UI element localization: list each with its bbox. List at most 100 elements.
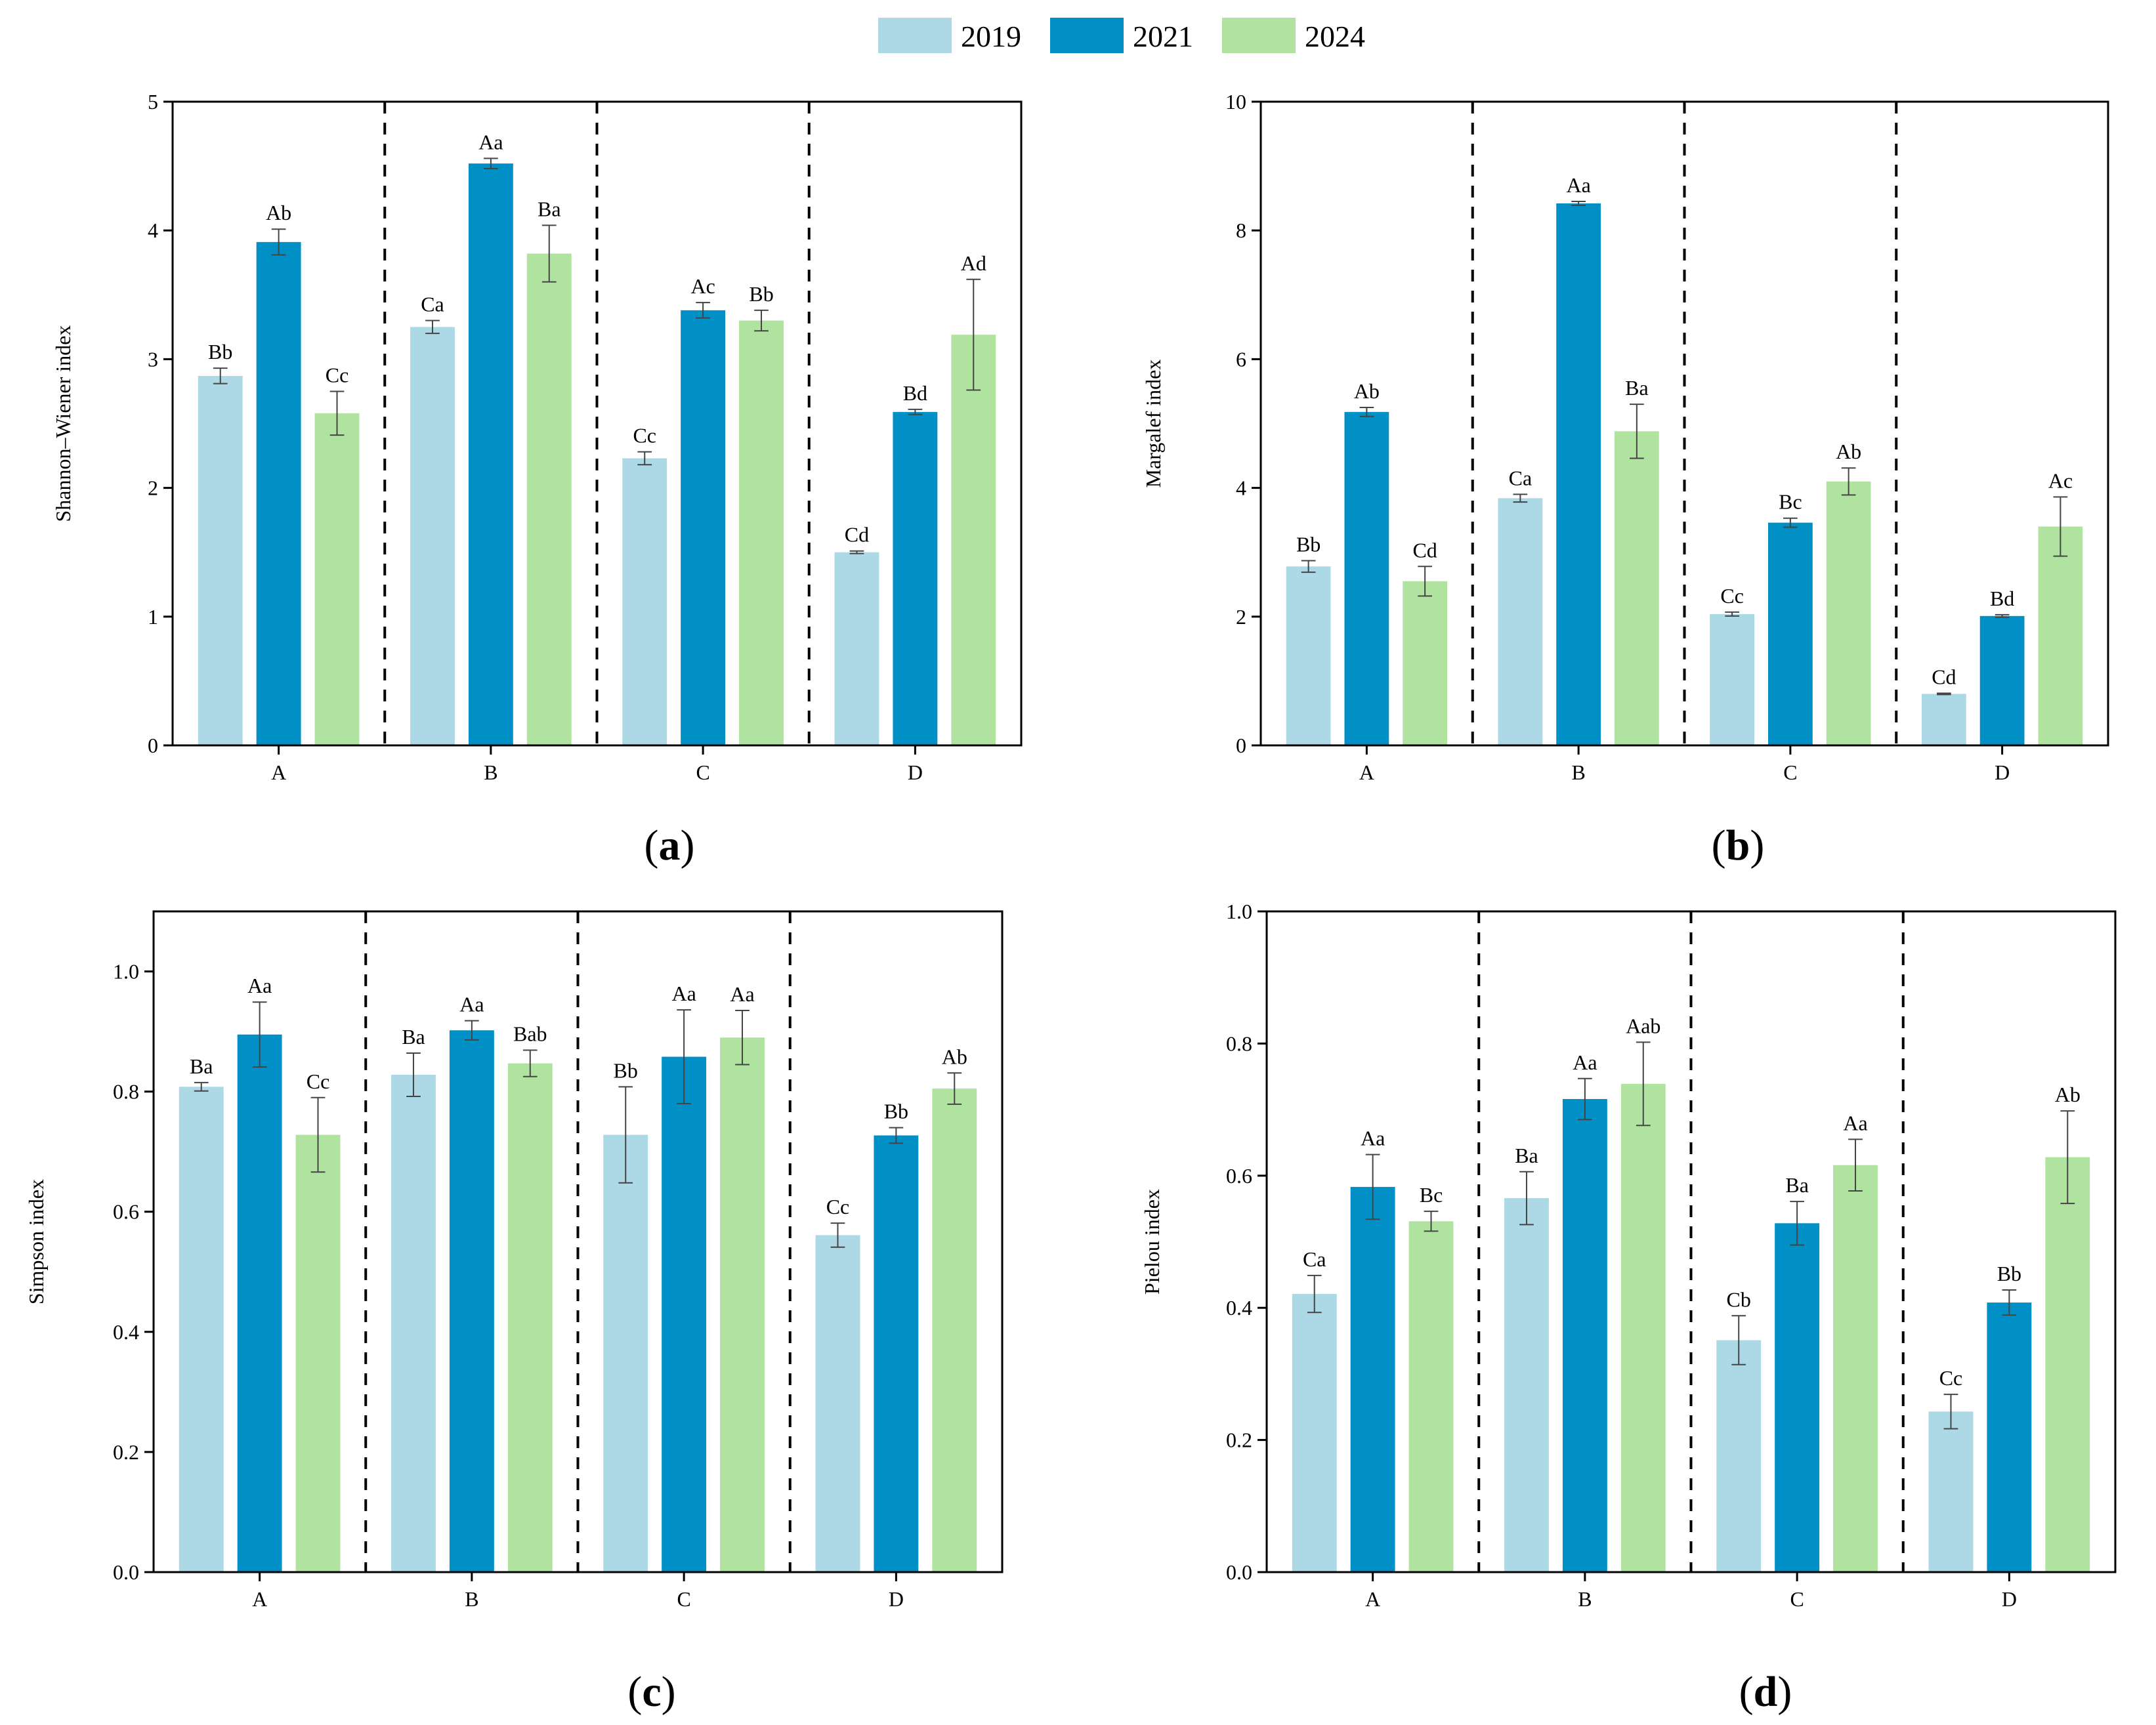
y-tick-label: 10 (1225, 90, 1246, 114)
panel-letter: d (1754, 1668, 1778, 1716)
bar-2021-D (893, 411, 938, 745)
significance-label: Bb (1997, 1262, 2021, 1285)
bar-2019-A (1286, 566, 1331, 745)
panel-letter: a (659, 821, 681, 869)
y-tick-label: 8 (1236, 218, 1246, 242)
bar-2019-D (834, 552, 879, 745)
x-tick-label-D: D (2002, 1587, 2017, 1611)
y-tick-label: 0.4 (1226, 1296, 1252, 1320)
bar-2024-C (1826, 481, 1871, 745)
legend-swatch-2019 (878, 18, 952, 53)
significance-label: Aa (1361, 1127, 1385, 1150)
significance-label: Cd (845, 523, 869, 547)
bar-2019-C (622, 458, 667, 745)
significance-label: Cc (826, 1195, 850, 1218)
significance-label: Ba (1515, 1144, 1538, 1167)
bar-2019-B (410, 327, 455, 746)
panel-letter: b (1726, 821, 1750, 869)
bar-2024-D (2038, 526, 2083, 745)
bar-2021-A (1350, 1186, 1395, 1572)
x-tick-label-D: D (889, 1587, 904, 1611)
significance-label: Ab (1354, 379, 1380, 403)
x-tick-label-A: A (252, 1587, 267, 1611)
significance-label: Ba (538, 197, 561, 220)
panel-label: (d) (1739, 1668, 1792, 1716)
bar-2024-D (932, 1089, 977, 1572)
bar-2019-D (815, 1235, 860, 1572)
significance-label: Ad (961, 251, 986, 275)
bar-2019-D (1921, 694, 1966, 745)
y-tick-label: 4 (148, 218, 158, 242)
x-tick-label-C: C (1783, 760, 1797, 784)
significance-label: Bd (903, 381, 927, 405)
bar-2019-B (1498, 498, 1543, 745)
significance-label: Cc (306, 1070, 330, 1093)
bar-2019-C (603, 1134, 648, 1572)
legend-label-2019: 2019 (961, 20, 1021, 53)
x-tick-label-B: B (465, 1587, 478, 1611)
significance-label: Ab (1836, 440, 1861, 463)
significance-label: Bb (884, 1100, 908, 1123)
significance-label: Aab (1626, 1014, 1660, 1037)
plot-frame (171, 100, 1023, 747)
y-tick-label: 0.0 (113, 1560, 139, 1584)
bar-2019-C (1716, 1340, 1762, 1572)
y-axis-label: Shannon–Wiener index (51, 325, 75, 522)
significance-label: Cc (633, 424, 656, 447)
y-tick-label: 2 (148, 476, 158, 500)
y-tick-label: 0.0 (1226, 1560, 1252, 1584)
y-axis-label: Margalef index (1141, 360, 1165, 488)
bar-2024-C (1833, 1165, 1878, 1572)
plot-frame (1259, 100, 2109, 747)
plot-frame (152, 910, 1004, 1573)
significance-label: Aa (478, 130, 503, 154)
y-tick-label: 1.0 (113, 960, 139, 984)
bar-2024-B (507, 1063, 553, 1572)
bar-2021-A (256, 241, 301, 745)
y-tick-label: 0.2 (1226, 1428, 1252, 1452)
bar-2024-A (1408, 1221, 1454, 1572)
significance-label: Ca (1509, 466, 1532, 489)
x-tick-label-B: B (1578, 1587, 1592, 1611)
significance-label: Aa (1566, 173, 1590, 197)
bar-2021-D (874, 1135, 919, 1572)
significance-label: Ba (1625, 376, 1649, 400)
bar-2021-B (1562, 1098, 1607, 1572)
significance-label: Cd (1932, 665, 1956, 689)
bar-2024-B (526, 253, 572, 745)
significance-label: Ab (266, 201, 291, 224)
y-axis-label: Pielou index (1140, 1189, 1164, 1295)
panel-letter: c (642, 1668, 661, 1716)
bar-2019-B (391, 1075, 436, 1572)
significance-label: Bc (1420, 1183, 1443, 1207)
bar-2024-C (739, 320, 784, 745)
y-tick-label: 0.2 (113, 1440, 139, 1464)
bar-2021-C (662, 1056, 707, 1572)
bar-2021-C (1775, 1223, 1820, 1572)
y-tick-label: 0.6 (1226, 1164, 1252, 1188)
y-tick-label: 4 (1236, 476, 1246, 500)
y-tick-label: 1 (148, 605, 158, 629)
bar-2021-B (449, 1030, 494, 1572)
y-tick-label: 0.8 (113, 1080, 139, 1104)
panel-label: (a) (645, 821, 695, 869)
bar-2024-C (720, 1037, 765, 1572)
bar-2019-A (198, 375, 243, 745)
significance-label: Bab (513, 1022, 547, 1045)
bar-2021-C (1767, 522, 1813, 745)
y-tick-label: 0.8 (1226, 1031, 1252, 1055)
bar-2024-A (1403, 581, 1448, 745)
significance-label: Bb (749, 282, 773, 306)
bar-2024-B (1614, 431, 1659, 745)
significance-label: Cb (1727, 1287, 1751, 1311)
significance-label: Aa (247, 974, 272, 997)
y-tick-label: 5 (148, 90, 158, 114)
chart-panel-a: 0 1 2 3 4 5 Shannon–Wiener index A Bb Ab Cc B Ca Aa Ba… (51, 90, 1023, 869)
x-tick-label-C: C (696, 760, 709, 784)
bar-2019-A (1292, 1294, 1337, 1572)
significance-label: Aa (671, 982, 696, 1005)
bar-2019-A (179, 1087, 224, 1572)
significance-label: Aa (459, 993, 484, 1016)
bar-2024-B (1620, 1083, 1666, 1572)
